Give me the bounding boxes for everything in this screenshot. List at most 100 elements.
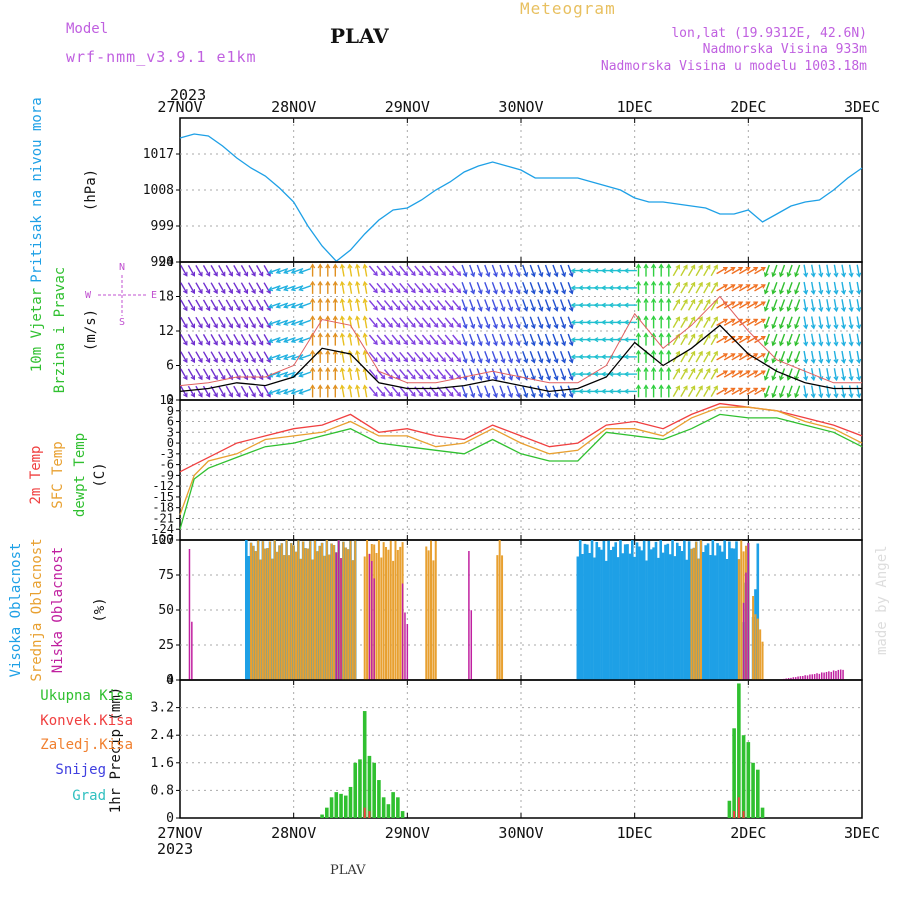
wind-arrow [803, 299, 807, 312]
wind-arrow [731, 335, 743, 344]
wind-arrow-head [593, 337, 599, 343]
wind-arrow-head [538, 341, 544, 347]
wind-arrow-head [546, 358, 551, 364]
wind-arrow [491, 299, 498, 312]
wind-arrow-head [190, 358, 195, 364]
wind-arrow [794, 333, 801, 346]
wind-arrow-head [426, 288, 431, 294]
wind-arrow-head [786, 323, 792, 330]
wind-arrow [461, 299, 467, 312]
wind-arrow-head [275, 355, 281, 361]
wind-arrow [754, 387, 766, 396]
wind-arrow-head [236, 289, 241, 295]
wind-arrow-head [803, 324, 809, 330]
wind-arrow-head [275, 389, 281, 395]
wind-arrow-head [833, 341, 839, 347]
wind-arrow-head [493, 289, 498, 295]
wind-arrow [421, 317, 431, 328]
wind-arrow-head [251, 271, 256, 277]
wind-arrow-head [388, 271, 393, 277]
x-tick-label-top: 2DEC [730, 98, 766, 116]
wind-arrow [567, 316, 573, 329]
wind-arrow-head [561, 272, 567, 278]
wind-arrow-head [530, 341, 536, 347]
wind-arrow [225, 368, 233, 380]
wind-arrow [283, 388, 296, 395]
wind-arrow-head [198, 323, 203, 329]
wind-arrow [772, 350, 778, 363]
wind-arrow-head [198, 392, 203, 398]
wind-arrow [537, 350, 543, 363]
wind-arrow-head [493, 358, 498, 364]
wind-arrow-head [485, 358, 491, 364]
wind-arrow [559, 368, 566, 381]
wind-arrow-head [538, 272, 544, 278]
wind-arrow-head [205, 306, 211, 312]
wind-arrow-head [593, 319, 599, 325]
wind-arrow-head [426, 271, 431, 277]
wind-arrow-head [623, 388, 629, 394]
wind-arrow [731, 353, 743, 361]
wind-arrow-head [448, 357, 454, 363]
wind-arrow-head [600, 337, 606, 343]
wind-arrow-head [433, 305, 439, 311]
wind-arrow [187, 368, 196, 380]
wind-arrow [376, 351, 386, 362]
wind-arrow [233, 334, 241, 346]
wind-arrow [291, 371, 304, 377]
y-tick-label: 12 [158, 324, 174, 339]
wind-arrow [826, 264, 830, 277]
wind-arrow-head [500, 306, 506, 312]
wind-arrow [341, 333, 345, 346]
cloud-panel: 0 25 50 75 100 [151, 533, 863, 688]
wind-arrow-head [403, 322, 409, 328]
y-tick-label: 990 [151, 255, 174, 270]
wind-arrow-head [205, 340, 211, 346]
wind-arrow [461, 316, 467, 329]
wind-arrow-head [833, 272, 839, 278]
wind-arrow-head [690, 264, 696, 270]
wind-arrow-head [508, 272, 514, 278]
panel-frame [179, 399, 863, 541]
wind-arrow [383, 317, 393, 328]
wind-arrow [716, 284, 728, 292]
wind-arrow-head [771, 289, 777, 295]
wind-arrow-head [658, 349, 664, 355]
compass-n: N [119, 262, 125, 273]
wind-arrow-head [623, 354, 629, 360]
wind-arrow [263, 385, 271, 397]
wind-arrow [233, 316, 241, 328]
y-tick-label: 3 [167, 425, 174, 439]
wind-arrow-head [643, 384, 649, 390]
wind-arrow [522, 333, 528, 346]
wind-arrow [567, 368, 573, 381]
wind-arrow-head [236, 271, 241, 277]
wind-arrow [368, 300, 378, 311]
wind-arrow-head [570, 388, 576, 394]
wind-arrow [738, 387, 751, 396]
wind-arrow [414, 317, 424, 328]
wind-arrow [723, 387, 735, 396]
wind-arrow-head [623, 371, 629, 377]
wind-arrow [406, 265, 416, 276]
wind-arrow [710, 265, 718, 277]
wind-arrow [437, 334, 446, 345]
wind-arrow-head [690, 298, 696, 304]
wind-arrow [499, 264, 505, 277]
wind-arrow-head [763, 392, 769, 399]
wind-arrow [376, 282, 386, 293]
wind-arrow-head [794, 323, 799, 330]
wind-arrow-head [730, 284, 736, 289]
wind-arrow-head [760, 284, 766, 289]
wind-arrow-head [730, 353, 736, 358]
wind-arrow-head [553, 323, 559, 330]
wind-arrow-head [738, 353, 744, 358]
wind-arrow [848, 333, 853, 346]
y-tick-label: -21 [152, 511, 174, 525]
ylabel-low: Niska Oblacnost [50, 547, 66, 673]
wind-arrow-head [418, 305, 424, 311]
wind-arrow-head [205, 358, 211, 364]
wind-arrow [544, 368, 551, 381]
wind-arrow-head [205, 323, 211, 329]
wind-arrow [856, 299, 860, 312]
